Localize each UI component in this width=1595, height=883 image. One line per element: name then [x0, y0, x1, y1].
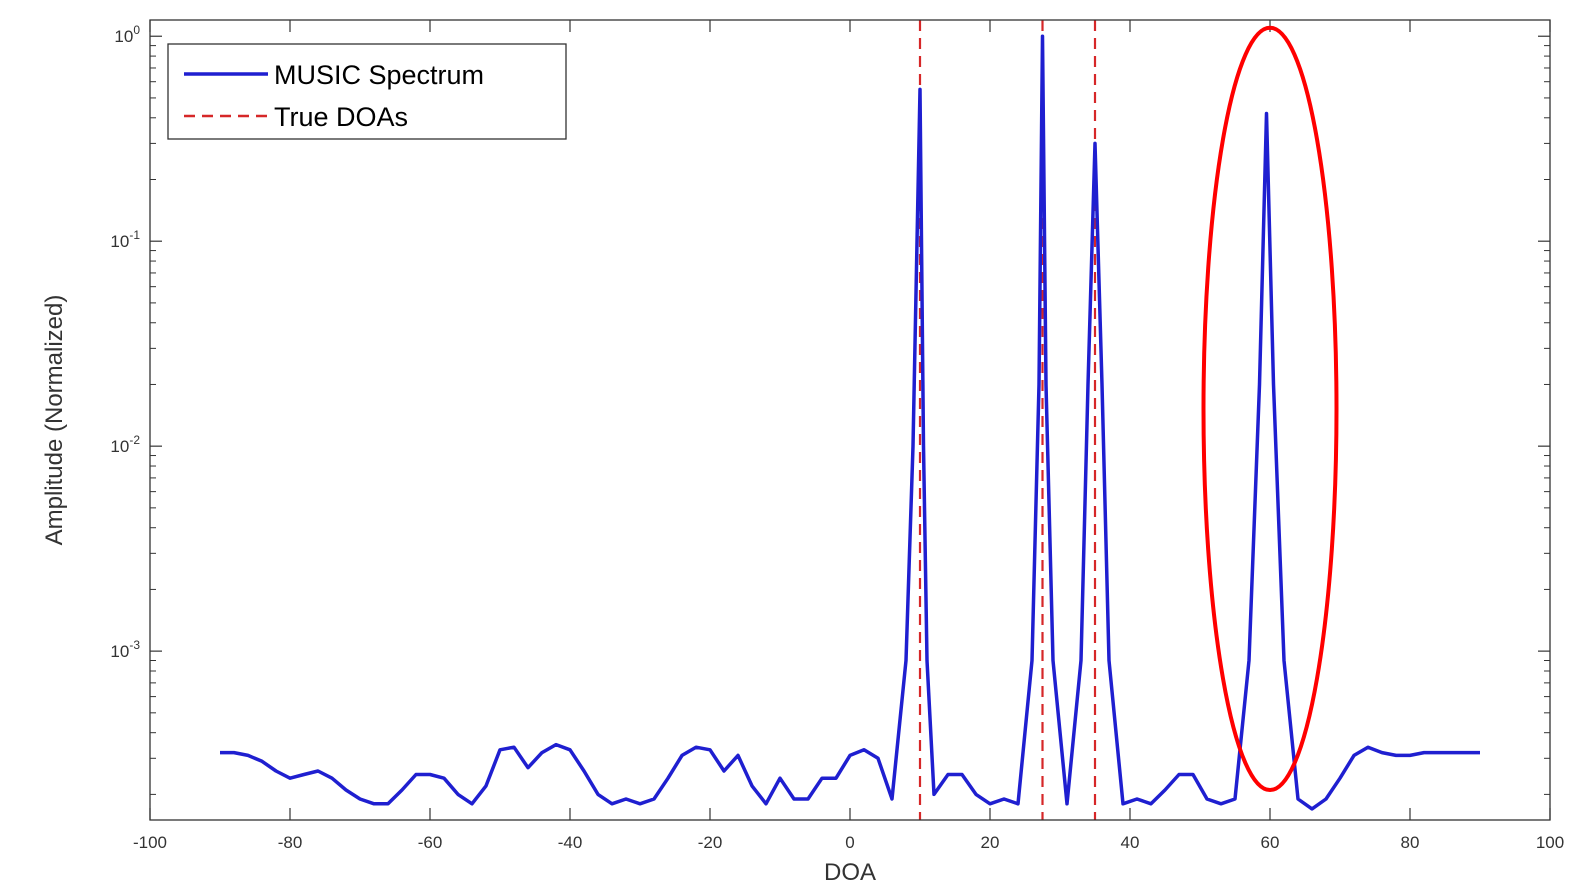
x-axis-label: DOA: [824, 859, 876, 883]
plot-frame: [149, 19, 1551, 821]
x-tick-label: 0: [845, 833, 854, 852]
y-axis-label: Amplitude (Normalized): [41, 295, 68, 546]
x-tick-label: 80: [1401, 833, 1420, 852]
x-tick-label: 100: [1536, 833, 1564, 852]
x-tick-label: -80: [278, 833, 303, 852]
legend-box: [167, 43, 567, 140]
x-tick-label: -60: [418, 833, 443, 852]
y-tick-label: 10-1: [110, 228, 140, 251]
legend-label-true-doas: True DOAs: [274, 102, 408, 132]
y-tick-label: 10-3: [110, 638, 140, 661]
legend: MUSIC Spectrum True DOAs: [167, 43, 567, 140]
legend-label-music-spectrum: MUSIC Spectrum: [274, 60, 484, 90]
y-tick-label: 100: [114, 23, 140, 46]
x-tick-label: 40: [1121, 833, 1140, 852]
tick-labels: -100 -80 -60 -40 -20 0 20 40 60 80 100 100 10-1 10-2 1…: [110, 23, 1564, 852]
y-tick-label: 10-2: [110, 433, 140, 456]
music-spectrum-line: [220, 34, 1480, 811]
x-tick-label: -100: [133, 833, 167, 852]
x-tick-label: -20: [698, 833, 723, 852]
x-tick-label: -40: [558, 833, 583, 852]
x-tick-label: 60: [1261, 833, 1280, 852]
axis-ticks: [149, 20, 1551, 820]
plot-area: [150, 20, 1550, 820]
x-tick-label: 20: [981, 833, 1000, 852]
highlight-ellipse: [1201, 25, 1339, 793]
